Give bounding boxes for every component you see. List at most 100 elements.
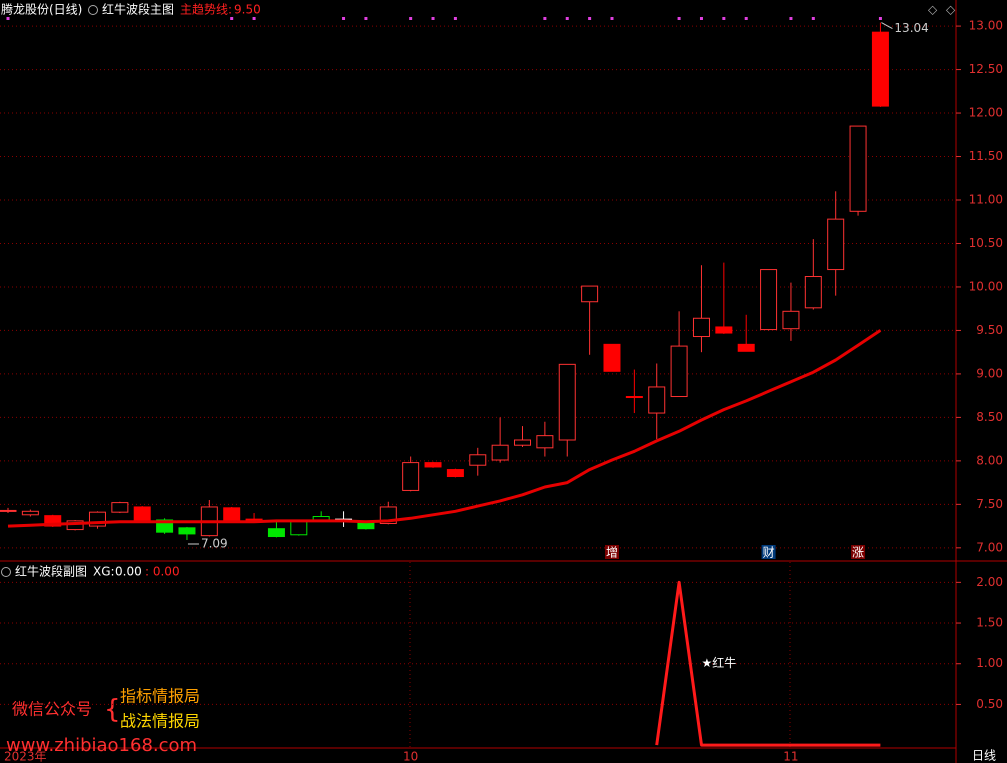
candle-body — [849, 125, 867, 212]
candle-body — [827, 218, 845, 271]
y-tick-label: 9.50 — [976, 323, 1003, 337]
signal-dot — [230, 17, 234, 20]
series-line — [7, 329, 882, 528]
y-tick-label: 1.00 — [976, 656, 1003, 670]
candle-body — [267, 528, 285, 538]
indicator-title: 红牛波段主图 — [102, 2, 174, 17]
signal-dot — [364, 17, 368, 20]
signal-dot — [252, 17, 256, 20]
x-tick-label: 2023年 — [4, 750, 47, 763]
candle-body — [558, 363, 576, 441]
event-marker: 财 — [763, 546, 775, 560]
y-tick-label: 8.50 — [976, 410, 1003, 424]
event-badge — [761, 545, 776, 559]
candle-body — [536, 435, 554, 449]
candle-body — [111, 502, 129, 513]
y-tick-label: 13.00 — [969, 19, 1003, 33]
watermark-name: 战法情报局 — [120, 712, 200, 731]
event-marker: 涨 — [852, 545, 864, 560]
y-tick-label: 11.00 — [969, 193, 1003, 207]
signal-dot — [699, 17, 703, 20]
candle-body — [760, 269, 778, 331]
signal-dot — [811, 17, 815, 20]
icon[interactable]: ◇ — [928, 3, 938, 17]
candle-body — [737, 343, 755, 352]
series-name: XG: — [93, 565, 115, 579]
signal-dot — [409, 17, 413, 20]
candle-body — [21, 510, 39, 516]
watermark-brace: { — [104, 695, 121, 725]
candle-body — [178, 527, 196, 535]
signal-dot — [610, 17, 614, 20]
candle-body — [871, 31, 889, 107]
watermark-name: 指标情报局 — [120, 687, 200, 706]
y-tick-label: 10.00 — [969, 279, 1003, 293]
y-tick-label: 8.00 — [976, 453, 1003, 467]
event-badge — [604, 545, 619, 559]
period-button-bg[interactable] — [958, 750, 1006, 763]
signal-dot — [342, 17, 346, 20]
signal-dot — [543, 17, 547, 20]
candle-body — [692, 317, 710, 338]
high-pointer — [881, 22, 893, 30]
candle-body — [603, 343, 621, 372]
y-tick-label: 1.50 — [976, 616, 1003, 630]
candle-body — [514, 439, 532, 446]
candle-body — [223, 507, 241, 522]
candle-body — [446, 469, 464, 478]
signal-dot — [565, 17, 569, 20]
y-tick-label: 7.00 — [976, 540, 1003, 554]
signal-dot — [878, 17, 882, 20]
stock-name: 腾龙股份(日线) — [1, 2, 82, 17]
y-tick-label: 0.50 — [976, 697, 1003, 711]
y-tick-label: 10.50 — [969, 236, 1003, 250]
candle-body — [491, 444, 509, 461]
icon[interactable]: ◇ — [946, 3, 956, 17]
candle-body — [625, 396, 643, 399]
candle-body — [782, 310, 800, 330]
candle-body — [670, 345, 688, 398]
candle-body — [133, 506, 151, 523]
menu-icon[interactable] — [88, 5, 98, 15]
candle-body — [424, 462, 442, 468]
y-tick-label: 12.50 — [969, 62, 1003, 76]
indicator-title: 红牛波段副图 — [15, 564, 87, 579]
candle-body — [648, 386, 666, 414]
signal-dot — [789, 17, 793, 20]
y-tick-label: 7.50 — [976, 497, 1003, 511]
candle-body — [581, 285, 599, 303]
watermark-account: 微信公众号 — [12, 700, 92, 719]
series-value: : 0.00 — [145, 565, 180, 579]
watermark-url: www.zhibiao168.com — [6, 735, 197, 756]
series-value: 0.00 — [115, 565, 142, 579]
series-value: 9.50 — [234, 3, 261, 17]
candle-body — [290, 520, 308, 536]
candle-body — [804, 276, 822, 309]
signal-dot — [722, 17, 726, 20]
event-badge — [851, 545, 866, 559]
candle-body — [44, 515, 62, 527]
x-tick-label: 10 — [403, 750, 418, 763]
signal-dot — [453, 17, 457, 20]
candle-body — [469, 454, 487, 466]
high-label: 13.04 — [894, 21, 928, 35]
signal-dot — [744, 17, 748, 20]
event-marker: 增 — [606, 546, 618, 560]
candle-body — [402, 462, 420, 491]
signal-dot — [6, 17, 10, 20]
low-label: 7.09 — [201, 537, 228, 551]
annotation: ★红牛 — [701, 655, 736, 670]
series-name: 主趋势线: — [180, 3, 232, 17]
signal-dot — [588, 17, 592, 20]
signal-dot — [431, 17, 435, 20]
menu-icon[interactable] — [1, 567, 11, 577]
candle-body — [715, 326, 733, 334]
y-tick-label: 2.00 — [976, 575, 1003, 589]
y-tick-label: 12.00 — [969, 106, 1003, 120]
period-button[interactable]: 日线 — [972, 749, 996, 763]
candle-body — [0, 509, 17, 512]
signal-dot — [677, 17, 681, 20]
y-tick-label: 11.50 — [969, 149, 1003, 163]
x-tick-label: 11 — [783, 750, 798, 763]
